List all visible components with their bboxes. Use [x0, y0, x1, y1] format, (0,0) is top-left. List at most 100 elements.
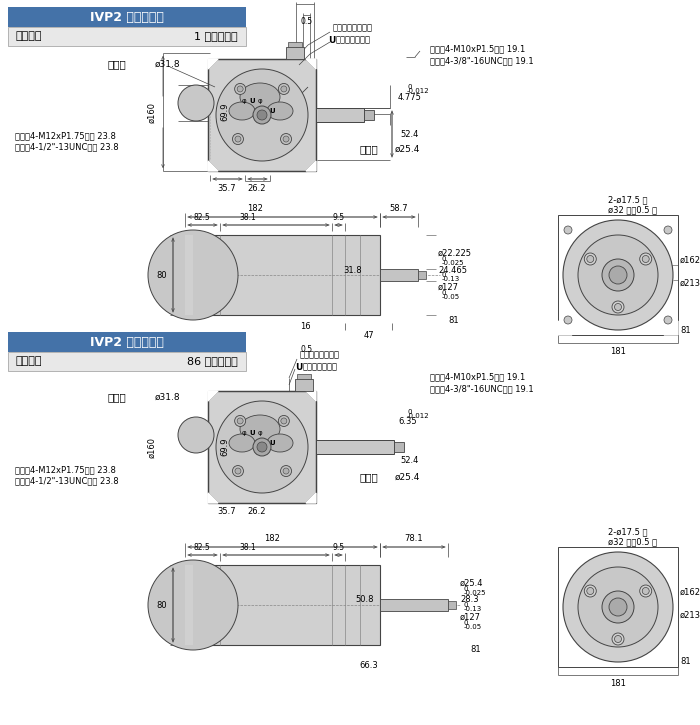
Text: 出油口: 出油口: [360, 144, 379, 154]
Circle shape: [232, 465, 244, 476]
Text: 58.7: 58.7: [390, 204, 408, 213]
Text: ø32 孔，0.5 深: ø32 孔，0.5 深: [608, 205, 657, 215]
Text: ø160: ø160: [148, 436, 157, 457]
Circle shape: [283, 136, 289, 142]
Bar: [558, 547, 678, 667]
Circle shape: [584, 253, 596, 265]
Bar: [380, 269, 418, 281]
Text: -0.05: -0.05: [464, 624, 482, 630]
Circle shape: [564, 316, 572, 324]
Text: U: U: [295, 362, 302, 371]
Text: 31.8: 31.8: [344, 265, 363, 275]
Bar: [448, 601, 456, 609]
Circle shape: [664, 226, 672, 234]
Text: 公制：4-M12xP1.75，深 23.8: 公制：4-M12xP1.75，深 23.8: [15, 465, 116, 474]
Text: 0.5: 0.5: [301, 17, 313, 26]
Text: 66.3: 66.3: [360, 661, 379, 670]
Circle shape: [253, 106, 271, 124]
Text: ø160: ø160: [148, 102, 157, 123]
Text: 78.1: 78.1: [405, 534, 424, 543]
Circle shape: [602, 259, 634, 291]
Text: U: U: [328, 36, 335, 44]
Circle shape: [216, 401, 308, 493]
Text: 82.5: 82.5: [194, 543, 211, 552]
Text: 181: 181: [610, 347, 626, 356]
Circle shape: [253, 438, 271, 456]
Text: -0.012: -0.012: [407, 413, 430, 419]
Text: 86 號平鍵主軸: 86 號平鍵主軸: [188, 357, 238, 367]
Text: 181: 181: [610, 679, 626, 688]
Circle shape: [232, 133, 244, 144]
Text: ø31.8: ø31.8: [155, 59, 181, 68]
Bar: [185, 565, 380, 645]
Text: 4.775: 4.775: [398, 93, 422, 102]
Circle shape: [281, 418, 287, 424]
Text: 16: 16: [300, 0, 310, 2]
Circle shape: [281, 86, 287, 92]
Text: 0: 0: [442, 256, 447, 262]
Text: U: U: [249, 430, 255, 436]
Text: 2-ø17.5 孔: 2-ø17.5 孔: [608, 528, 648, 536]
Text: 英制：4-1/2"-13UNC，深 23.8: 英制：4-1/2"-13UNC，深 23.8: [15, 143, 118, 152]
Polygon shape: [208, 161, 218, 171]
Bar: [364, 110, 374, 120]
Bar: [185, 565, 193, 645]
Polygon shape: [208, 59, 218, 69]
Circle shape: [216, 69, 308, 161]
Ellipse shape: [267, 102, 293, 120]
Text: -0.025: -0.025: [464, 590, 486, 596]
Text: ø213: ø213: [680, 610, 700, 619]
Text: 標記：英制螺紋: 標記：英制螺紋: [336, 36, 371, 44]
Polygon shape: [306, 493, 316, 503]
Circle shape: [615, 304, 622, 310]
Text: 公制：4-M10xP1.5，深 19.1: 公制：4-M10xP1.5，深 19.1: [430, 373, 525, 381]
Bar: [208, 391, 316, 503]
Circle shape: [279, 415, 289, 426]
Polygon shape: [306, 391, 316, 401]
Circle shape: [612, 633, 624, 645]
Circle shape: [642, 587, 649, 594]
Text: 9.5: 9.5: [333, 213, 345, 222]
Text: U: U: [270, 108, 275, 114]
Circle shape: [283, 468, 289, 474]
Text: IVP2 法蘭安裝型: IVP2 法蘭安裝型: [90, 336, 164, 349]
Text: 52.4: 52.4: [400, 130, 419, 138]
Bar: [286, 47, 304, 59]
Circle shape: [234, 415, 246, 426]
Bar: [8, 7, 246, 27]
Text: 26.2: 26.2: [248, 507, 266, 516]
Text: 無標記：公制螺紋: 無標記：公制螺紋: [300, 350, 340, 360]
Text: 英制：4-3/8"-16UNC，深 19.1: 英制：4-3/8"-16UNC，深 19.1: [430, 384, 533, 394]
Ellipse shape: [229, 102, 255, 120]
Text: 6.35: 6.35: [398, 416, 416, 426]
Ellipse shape: [240, 415, 280, 443]
Text: 81: 81: [680, 658, 691, 666]
Text: -0.13: -0.13: [442, 276, 461, 282]
Circle shape: [640, 253, 652, 265]
Polygon shape: [208, 493, 218, 503]
Text: 標記：英制螺紋: 標記：英制螺紋: [303, 362, 338, 371]
Text: 公制：4-M10xP1.5，深 19.1: 公制：4-M10xP1.5，深 19.1: [430, 44, 525, 54]
Text: 47: 47: [364, 331, 374, 340]
Circle shape: [237, 86, 243, 92]
Circle shape: [281, 133, 291, 144]
Text: 2-ø17.5 孔: 2-ø17.5 孔: [608, 196, 648, 204]
Text: 69.9: 69.9: [220, 103, 230, 121]
Circle shape: [279, 83, 289, 94]
Circle shape: [178, 417, 214, 453]
Circle shape: [615, 636, 622, 642]
Circle shape: [281, 465, 291, 476]
Text: 主軸編號: 主軸編號: [16, 357, 43, 367]
Text: ø25.4: ø25.4: [460, 579, 484, 587]
Text: 進油口: 進油口: [108, 59, 127, 69]
Polygon shape: [664, 321, 678, 335]
Text: 0.5: 0.5: [301, 345, 313, 354]
Polygon shape: [558, 321, 572, 335]
Text: 24.465: 24.465: [438, 265, 467, 275]
Bar: [8, 27, 246, 46]
Text: 35.7: 35.7: [218, 184, 237, 193]
Circle shape: [587, 255, 594, 262]
Text: 82.5: 82.5: [194, 213, 211, 222]
Text: 主軸編號: 主軸編號: [16, 31, 43, 41]
Circle shape: [237, 418, 243, 424]
